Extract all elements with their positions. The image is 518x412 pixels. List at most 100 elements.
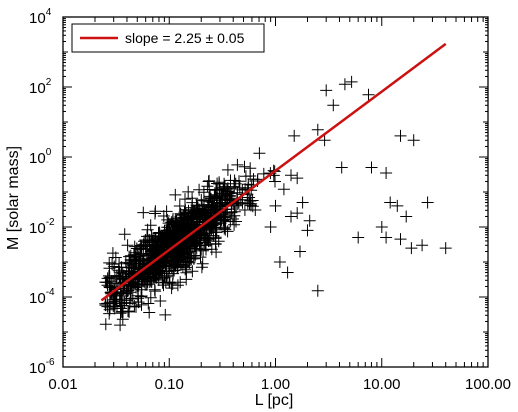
data-point [211,192,224,205]
axes: 0.01 0.10 1.00 10.00 100.00 10-6 10-4 10-2 100 10… [29,7,511,393]
data-point [135,240,148,253]
data-point [143,306,156,319]
plot-frame [62,16,489,368]
data-point [99,318,112,331]
data-point [362,88,375,101]
data-point [130,300,142,313]
data-point [103,271,116,284]
data-point [238,204,251,216]
data-point [179,193,191,206]
data-point [384,196,397,209]
data-point [206,203,219,216]
data-point [116,267,129,280]
y-tick-label: 10-4 [29,287,55,307]
x-tick-label: 0.01 [48,376,77,393]
data-point [199,239,212,252]
data-point [233,175,245,188]
data-point [187,242,200,255]
data-point [108,297,121,310]
data-point [115,299,128,312]
data-point [335,161,348,174]
data-point [394,129,407,142]
y-tick-label: 104 [29,7,52,27]
data-point [169,188,182,201]
data-point [230,215,242,228]
data-point [186,192,199,205]
x-tick-label: 0.10 [155,376,184,393]
data-point [185,250,198,263]
data-point [208,189,221,202]
data-point [154,295,167,307]
data-point [416,239,429,252]
data-point [380,231,393,244]
data-point [137,206,150,219]
data-point [160,205,173,218]
data-point [400,210,413,223]
data-point [231,158,244,171]
data-point [113,270,126,282]
data-point [198,194,210,207]
data-point [213,178,226,190]
data-point [221,225,234,238]
data-point [186,265,199,278]
data-point [172,220,185,233]
y-axis-title: M [solar mass] [5,146,22,250]
y-tick-label: 10-2 [29,217,55,237]
data-point [103,303,116,316]
data-point [291,172,304,185]
data-point [168,264,181,277]
data-point [168,258,181,271]
data-point [165,282,178,295]
data-point [149,240,162,253]
data-point [439,242,452,255]
data-point [291,207,304,220]
data-point [151,235,164,248]
data-point [394,233,407,246]
x-tick-label: 10.00 [363,376,401,393]
data-point [131,289,144,302]
data-point [149,271,161,284]
data-point [144,291,157,304]
data-point [217,211,230,224]
data-point [311,284,324,297]
data-point [174,276,187,289]
data-point [213,190,226,203]
data-point [269,199,282,212]
data-point [127,262,140,275]
data-point [303,214,316,227]
data-point [169,226,182,239]
data-point [210,246,223,259]
data-point [228,218,241,231]
data-point [244,195,257,207]
data-point [152,226,165,239]
data-point [101,272,114,285]
data-point [244,162,257,175]
data-point [218,222,231,235]
fit-line-layer [100,42,447,302]
data-point [281,266,294,279]
data-point [391,199,404,212]
data-point [156,272,169,285]
data-point [421,196,434,209]
data-point [288,129,301,142]
data-point [164,227,177,240]
fit-line [100,42,447,302]
data-point [253,147,266,160]
data-point [243,197,256,210]
data-point [294,245,306,258]
data-point [246,200,259,213]
data-point [178,245,191,258]
data-point [277,183,290,196]
data-point [149,207,161,220]
data-point [273,256,286,268]
data-point [188,239,201,252]
data-point [365,161,378,174]
data-point [179,216,192,229]
data-point [182,185,195,198]
x-tick-label: 1.00 [261,376,290,393]
data-point [157,279,170,292]
data-point [380,167,393,179]
data-point [129,246,142,259]
data-point [352,231,365,244]
